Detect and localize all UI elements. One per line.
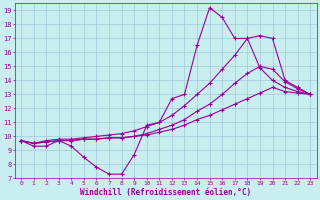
X-axis label: Windchill (Refroidissement éolien,°C): Windchill (Refroidissement éolien,°C) xyxy=(80,188,251,197)
